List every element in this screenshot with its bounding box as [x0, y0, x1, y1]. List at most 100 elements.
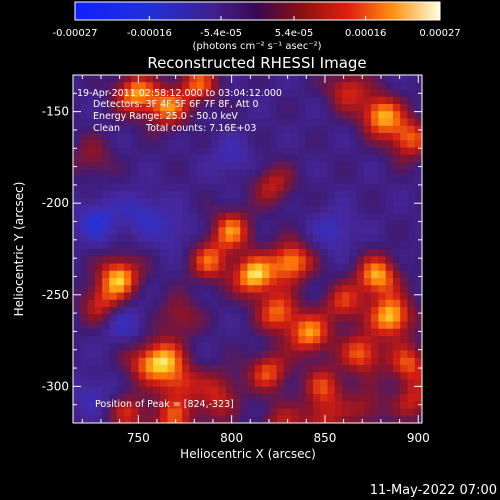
heatmap-cell — [182, 234, 190, 243]
heatmap-cell — [240, 314, 249, 323]
heatmap-cell — [254, 307, 263, 315]
heatmap-cell — [225, 394, 234, 402]
heatmap-cell — [167, 336, 176, 344]
heatmap-cell — [196, 408, 205, 417]
heatmap-cell — [363, 270, 372, 279]
heatmap-cell — [123, 241, 132, 250]
heatmap-cell — [385, 328, 394, 337]
heatmap-cell — [298, 118, 307, 127]
heatmap-cell — [189, 263, 198, 272]
heatmap-cell — [254, 169, 263, 178]
heatmap-cell — [73, 133, 81, 141]
heatmap-cell — [167, 212, 176, 221]
heatmap-cell — [305, 205, 314, 214]
heatmap-cell — [262, 263, 270, 272]
heatmap-cell — [189, 314, 198, 323]
heatmap-cell — [305, 220, 314, 228]
heatmap-cell — [94, 75, 103, 83]
heatmap-cell — [160, 89, 169, 98]
heatmap-cell — [73, 227, 81, 236]
heatmap-cell — [218, 386, 227, 395]
heatmap-cell — [363, 162, 372, 170]
heatmap-cell — [145, 212, 154, 221]
heatmap-cell — [182, 154, 190, 163]
heatmap-cell — [109, 96, 118, 105]
heatmap-cell — [109, 227, 118, 236]
heatmap-cell — [123, 75, 132, 83]
heatmap-cell — [160, 278, 169, 286]
heatmap-cell — [298, 299, 307, 308]
heatmap-cell — [152, 328, 161, 337]
heatmap-cell — [94, 191, 103, 199]
heatmap-cell — [87, 133, 96, 141]
heatmap-cell — [320, 408, 329, 417]
heatmap-cell — [73, 82, 81, 91]
heatmap-cell — [232, 314, 241, 323]
heatmap-cell — [102, 307, 110, 315]
heatmap-cell — [283, 191, 292, 199]
heatmap-cell — [371, 104, 379, 112]
heatmap-cell — [182, 82, 190, 91]
heatmap-cell — [312, 357, 321, 366]
heatmap-cell — [211, 350, 220, 359]
heatmap-cell — [247, 394, 256, 402]
heatmap-cell — [182, 263, 190, 272]
heatmap-cell — [167, 154, 176, 163]
heatmap-cell — [298, 89, 307, 98]
heatmap-cell — [225, 314, 234, 323]
heatmap-cell — [400, 118, 409, 127]
heatmap-cell — [247, 249, 256, 257]
heatmap-cell — [291, 154, 299, 163]
heatmap-cell — [225, 183, 234, 192]
heatmap-cell — [342, 299, 350, 308]
heatmap-cell — [312, 350, 321, 359]
heatmap-cell — [349, 365, 358, 373]
heatmap-cell — [283, 212, 292, 221]
heatmap-cell — [327, 154, 336, 163]
heatmap-cell — [160, 198, 169, 207]
heatmap-cell — [232, 162, 241, 170]
heatmap-cell — [334, 241, 343, 250]
heatmap-cell — [109, 147, 118, 156]
heatmap-cell — [312, 198, 321, 207]
heatmap-cell — [232, 415, 241, 423]
heatmap-cell — [349, 234, 358, 243]
heatmap-cell — [247, 336, 256, 344]
plot-frame — [72, 74, 423, 424]
heatmap-cell — [196, 401, 205, 410]
heatmap-cell — [349, 263, 358, 272]
heatmap-cell — [174, 169, 183, 178]
heatmap-cell — [80, 401, 89, 410]
heatmap-cell — [80, 415, 89, 423]
heatmap-cell — [269, 169, 278, 178]
heatmap-cell — [123, 372, 132, 381]
heatmap-cell — [276, 75, 285, 83]
heatmap-cell — [283, 89, 292, 98]
heatmap-cell — [160, 307, 169, 315]
heatmap-cell — [138, 256, 147, 265]
heatmap-cell — [247, 125, 256, 134]
heatmap-cell — [232, 147, 241, 156]
heatmap-cell — [138, 321, 147, 330]
heatmap-cell — [334, 270, 343, 279]
heatmap-cell — [298, 365, 307, 373]
heatmap-cell — [138, 125, 147, 134]
heatmap-cell — [94, 147, 103, 156]
heatmap-cell — [109, 263, 118, 272]
heatmap-cell — [371, 169, 379, 178]
heatmap-cell — [174, 241, 183, 250]
heatmap-cell — [123, 234, 132, 243]
heatmap-cell — [87, 292, 96, 301]
heatmap-cell — [232, 198, 241, 207]
heatmap-cell — [225, 401, 234, 410]
heatmap-cell — [102, 401, 110, 410]
heatmap-cell — [291, 357, 299, 366]
heatmap-cell — [407, 401, 416, 410]
colorbar-gradient — [74, 1, 441, 21]
heatmap-cell — [87, 104, 96, 112]
heatmap-cell — [116, 104, 125, 112]
heatmap-cell — [298, 198, 307, 207]
heatmap-cell — [334, 125, 343, 134]
heatmap-cell — [109, 321, 118, 330]
heatmap-cell — [116, 299, 125, 308]
